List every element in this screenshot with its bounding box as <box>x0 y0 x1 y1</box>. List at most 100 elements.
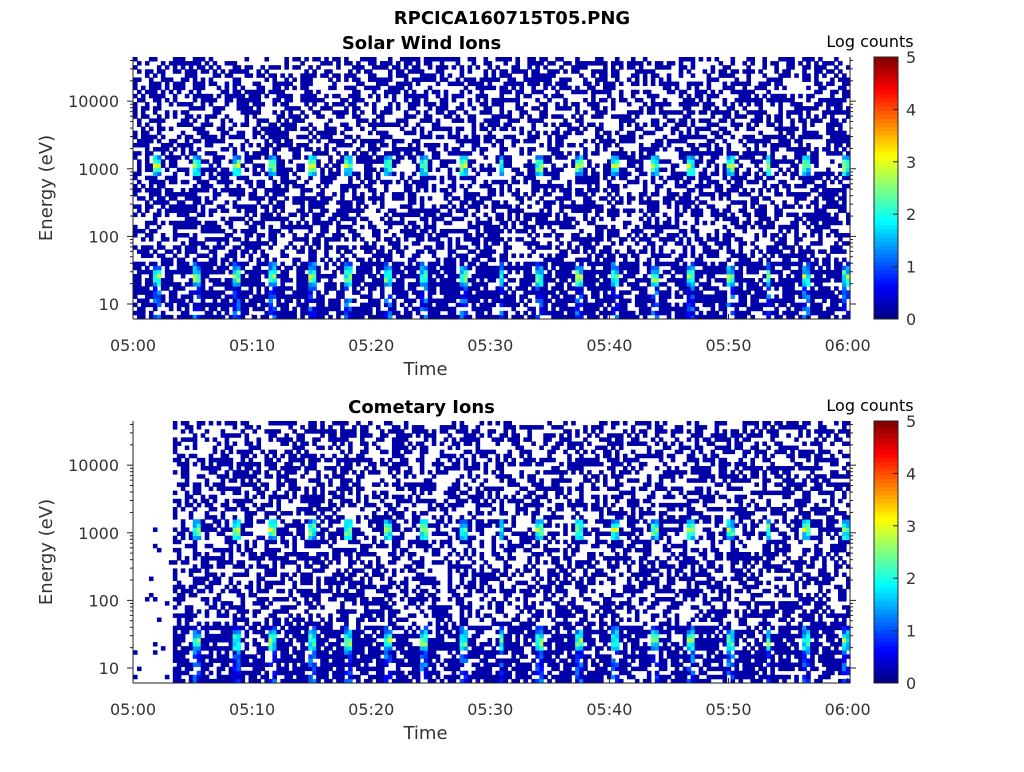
heatmap-cell <box>479 314 485 320</box>
heatmap-cell <box>184 249 190 254</box>
heatmap-cell <box>427 167 433 173</box>
heatmap-cell <box>535 273 540 279</box>
heatmap-cell <box>332 147 337 152</box>
heatmap-cell <box>184 73 190 78</box>
heatmap-cell <box>136 97 142 103</box>
heatmap-cell <box>268 237 274 242</box>
heatmap-cell <box>352 298 357 304</box>
heatmap-cell <box>415 179 421 185</box>
heatmap-cell <box>674 290 680 295</box>
heatmap-cell <box>523 302 528 308</box>
heatmap-cell <box>595 241 600 246</box>
heatmap-cell <box>547 257 552 263</box>
heatmap-cell <box>284 97 289 103</box>
heatmap-cell <box>415 253 421 258</box>
heatmap-cell <box>527 306 532 312</box>
heatmap-cell <box>220 237 226 242</box>
heatmap-cell <box>184 138 190 144</box>
heatmap-cell <box>579 122 584 127</box>
heatmap-cell <box>678 183 684 189</box>
heatmap-cell <box>352 278 357 283</box>
heatmap-cell <box>607 159 612 164</box>
heatmap-cell <box>611 278 616 283</box>
heatmap-cell <box>607 89 612 95</box>
heatmap-cell <box>447 81 453 87</box>
heatmap-cell <box>383 212 389 218</box>
heatmap-cell <box>188 278 194 283</box>
heatmap-cell <box>495 122 501 127</box>
heatmap-cell <box>352 106 357 111</box>
heatmap-cell <box>431 290 437 295</box>
heatmap-cell <box>352 183 357 189</box>
heatmap-cell <box>575 310 580 316</box>
heatmap-cell <box>654 253 660 258</box>
heatmap-cell <box>395 265 401 271</box>
heatmap-cell <box>686 155 692 160</box>
heatmap-cell <box>403 57 409 62</box>
heatmap-cell <box>200 302 206 308</box>
heatmap-cell <box>603 69 608 74</box>
heatmap-cell <box>499 89 505 95</box>
heatmap-cell <box>375 269 381 275</box>
heatmap-cell <box>136 89 142 95</box>
heatmap-cell <box>563 273 568 279</box>
heatmap-cell <box>368 138 373 144</box>
heatmap-cell <box>599 224 604 230</box>
heatmap-cell <box>463 200 469 205</box>
heatmap-cell <box>579 261 584 267</box>
heatmap-cell <box>256 106 262 111</box>
heatmap-cell <box>260 253 266 258</box>
heatmap-cell <box>674 216 680 222</box>
heatmap-cell <box>324 237 329 242</box>
heatmap-cell <box>148 138 154 144</box>
heatmap-cell <box>383 163 389 168</box>
heatmap-cell <box>650 130 656 136</box>
heatmap-cell <box>690 265 696 271</box>
heatmap-cell <box>144 151 150 156</box>
heatmap-cell <box>184 118 190 123</box>
heatmap-cell <box>435 257 441 263</box>
heatmap-cell <box>164 269 170 275</box>
heatmap-cell <box>300 97 305 103</box>
heatmap-cell <box>503 282 509 287</box>
heatmap-cell <box>372 233 377 238</box>
heatmap-cell <box>674 147 680 152</box>
heatmap-cell <box>256 269 262 275</box>
heatmap-cell <box>555 155 560 160</box>
heatmap-cell <box>459 93 465 99</box>
heatmap-cell <box>555 310 560 316</box>
heatmap-cell <box>543 220 548 226</box>
heatmap-cell <box>288 73 293 78</box>
heatmap-cell <box>344 188 349 193</box>
heatmap-cell <box>694 278 700 283</box>
heatmap-cell <box>563 298 568 304</box>
heatmap-cell <box>272 122 277 127</box>
heatmap-cell <box>547 142 552 148</box>
heatmap-cell <box>252 302 258 308</box>
heatmap-cell <box>395 106 401 111</box>
heatmap-cell <box>599 282 604 287</box>
heatmap-cell <box>387 134 393 140</box>
heatmap-cell <box>662 200 668 205</box>
heatmap-cell <box>236 294 242 299</box>
heatmap-cell <box>204 261 210 267</box>
heatmap-cell <box>268 155 274 160</box>
heatmap-cell <box>220 134 226 140</box>
heatmap-cell <box>666 286 672 291</box>
heatmap-cell <box>284 122 289 127</box>
heatmap-cell <box>264 216 270 222</box>
heatmap-cell <box>312 273 317 279</box>
heatmap-cell <box>587 245 592 250</box>
heatmap-cell <box>575 314 580 320</box>
heatmap-cell <box>272 188 277 193</box>
heatmap-cell <box>216 290 222 295</box>
heatmap-cell <box>471 286 477 291</box>
heatmap-cell <box>539 196 544 201</box>
heatmap-cell <box>499 261 505 267</box>
heatmap-cell <box>144 282 150 287</box>
heatmap-cell <box>487 81 493 87</box>
heatmap-cell <box>208 314 214 320</box>
heatmap-cell <box>531 183 536 189</box>
heatmap-cell <box>168 159 174 164</box>
heatmap-cell <box>459 265 465 271</box>
